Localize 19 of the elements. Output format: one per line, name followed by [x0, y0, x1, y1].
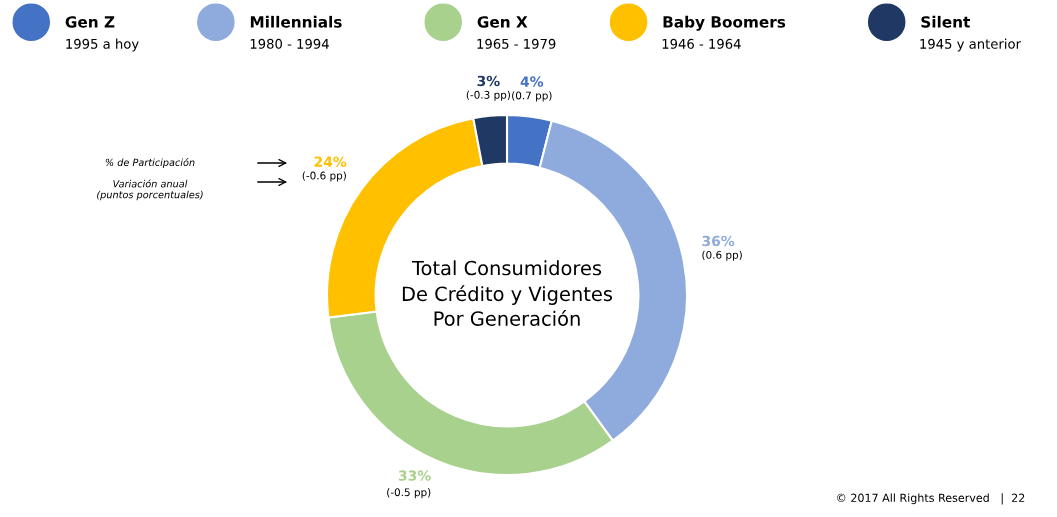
text: 1945 y anterior	[920, 38, 1021, 52]
legend-label: Baby Boomers	[663, 15, 786, 31]
text: © 2017 All Rights Reserved | 22	[837, 493, 1025, 505]
data-label: 3% (-0.3 pp)	[466, 75, 510, 101]
text: % de Participación	[105, 158, 195, 168]
text: Total Consumidores De Crédito y Vigentes Por Generación	[402, 260, 613, 326]
text: 1946 - 1964	[662, 38, 741, 49]
legend-label: Millennials	[250, 15, 342, 28]
legend-label: Gen X	[477, 16, 528, 28]
data-label: 4% (0.7 pp)	[512, 76, 552, 102]
text: 1965 - 1979	[477, 38, 556, 49]
legend-label: Gen Z	[65, 16, 115, 28]
text: 1980 - 1994	[250, 38, 329, 49]
legend-label: Silent	[921, 15, 970, 28]
text: 1995 a hoy	[66, 38, 139, 52]
data-label: 36% (0.6 pp)	[702, 235, 742, 261]
data-label: 33% (-0.5 pp)	[387, 470, 431, 499]
text: Variación anual (puntos porcentuales)	[97, 179, 203, 201]
data-label: 24% (-0.6 pp)	[302, 156, 347, 182]
